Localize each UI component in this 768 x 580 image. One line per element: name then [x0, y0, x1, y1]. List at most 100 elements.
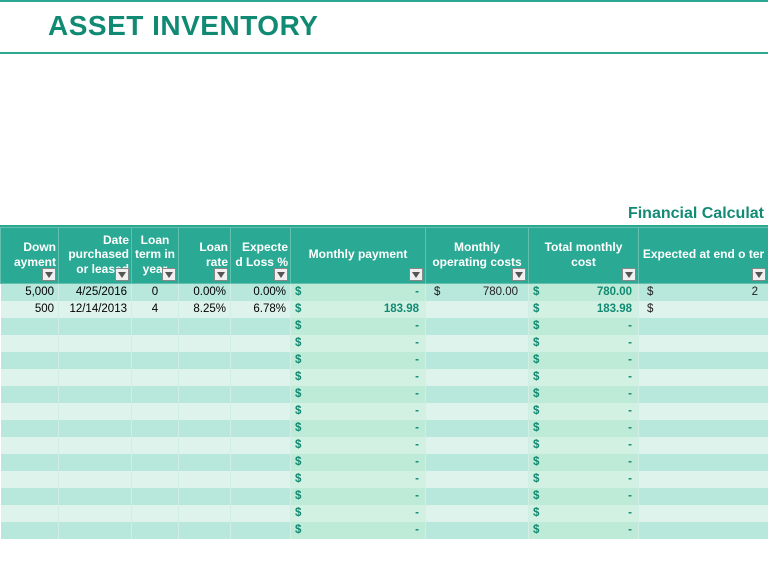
- table-cell[interactable]: $-: [291, 420, 426, 437]
- table-cell[interactable]: [639, 522, 768, 539]
- table-cell[interactable]: [59, 369, 132, 386]
- table-cell[interactable]: [426, 386, 529, 403]
- table-cell[interactable]: [132, 335, 179, 352]
- table-cell[interactable]: [426, 437, 529, 454]
- table-cell[interactable]: [59, 335, 132, 352]
- table-cell[interactable]: [231, 420, 291, 437]
- table-cell[interactable]: [179, 369, 231, 386]
- table-cell[interactable]: $-: [529, 488, 639, 505]
- filter-dropdown-icon[interactable]: [409, 268, 423, 281]
- table-cell[interactable]: $-: [291, 505, 426, 522]
- table-cell[interactable]: $-: [529, 403, 639, 420]
- table-cell[interactable]: $-: [291, 471, 426, 488]
- filter-dropdown-icon[interactable]: [162, 268, 176, 281]
- table-cell[interactable]: [59, 437, 132, 454]
- table-cell[interactable]: [59, 522, 132, 539]
- table-cell[interactable]: $780.00: [529, 284, 639, 301]
- table-cell[interactable]: [1, 352, 59, 369]
- table-cell[interactable]: [132, 403, 179, 420]
- table-cell[interactable]: 4/25/2016: [59, 284, 132, 301]
- table-cell[interactable]: [426, 420, 529, 437]
- table-cell[interactable]: 5,000: [1, 284, 59, 301]
- table-cell[interactable]: [59, 505, 132, 522]
- table-cell[interactable]: [132, 505, 179, 522]
- table-cell[interactable]: $183.98: [291, 301, 426, 318]
- table-cell[interactable]: $-: [529, 352, 639, 369]
- table-cell[interactable]: [1, 403, 59, 420]
- table-cell[interactable]: [132, 369, 179, 386]
- table-cell[interactable]: [639, 352, 768, 369]
- table-cell[interactable]: [231, 386, 291, 403]
- filter-dropdown-icon[interactable]: [274, 268, 288, 281]
- table-cell[interactable]: [639, 437, 768, 454]
- table-cell[interactable]: 8.25%: [179, 301, 231, 318]
- table-cell[interactable]: [179, 454, 231, 471]
- table-cell[interactable]: 0: [132, 284, 179, 301]
- table-cell[interactable]: $: [639, 301, 768, 318]
- table-cell[interactable]: [426, 522, 529, 539]
- table-cell[interactable]: [231, 335, 291, 352]
- table-cell[interactable]: [132, 488, 179, 505]
- table-cell[interactable]: $-: [291, 454, 426, 471]
- table-cell[interactable]: [1, 386, 59, 403]
- table-cell[interactable]: [179, 488, 231, 505]
- table-cell[interactable]: $-: [291, 522, 426, 539]
- table-cell[interactable]: $-: [529, 437, 639, 454]
- table-cell[interactable]: $-: [529, 420, 639, 437]
- table-cell[interactable]: [132, 352, 179, 369]
- table-cell[interactable]: [179, 335, 231, 352]
- table-cell[interactable]: [231, 352, 291, 369]
- table-cell[interactable]: [426, 471, 529, 488]
- table-cell[interactable]: [1, 454, 59, 471]
- table-cell[interactable]: [231, 454, 291, 471]
- filter-dropdown-icon[interactable]: [752, 268, 766, 281]
- table-cell[interactable]: [179, 403, 231, 420]
- table-cell[interactable]: $-: [529, 454, 639, 471]
- table-cell[interactable]: [1, 488, 59, 505]
- table-cell[interactable]: $2: [639, 284, 768, 301]
- table-cell[interactable]: $-: [291, 386, 426, 403]
- table-cell[interactable]: [639, 505, 768, 522]
- table-cell[interactable]: [132, 471, 179, 488]
- table-cell[interactable]: [179, 437, 231, 454]
- table-cell[interactable]: $-: [291, 488, 426, 505]
- table-cell[interactable]: [59, 403, 132, 420]
- table-cell[interactable]: [426, 352, 529, 369]
- table-cell[interactable]: [132, 454, 179, 471]
- table-cell[interactable]: [1, 437, 59, 454]
- table-cell[interactable]: $-: [291, 437, 426, 454]
- table-cell[interactable]: [639, 488, 768, 505]
- table-cell[interactable]: $-: [291, 335, 426, 352]
- table-cell[interactable]: $-: [291, 318, 426, 335]
- table-cell[interactable]: [231, 522, 291, 539]
- table-cell[interactable]: [179, 386, 231, 403]
- table-cell[interactable]: [231, 437, 291, 454]
- table-cell[interactable]: [426, 454, 529, 471]
- table-cell[interactable]: [426, 301, 529, 318]
- filter-dropdown-icon[interactable]: [214, 268, 228, 281]
- filter-dropdown-icon[interactable]: [622, 268, 636, 281]
- table-cell[interactable]: $-: [529, 335, 639, 352]
- table-cell[interactable]: [1, 471, 59, 488]
- table-cell[interactable]: 12/14/2013: [59, 301, 132, 318]
- table-cell[interactable]: [426, 403, 529, 420]
- table-cell[interactable]: [426, 488, 529, 505]
- table-cell[interactable]: 4: [132, 301, 179, 318]
- table-cell[interactable]: [179, 420, 231, 437]
- table-cell[interactable]: [179, 352, 231, 369]
- table-cell[interactable]: $-: [529, 471, 639, 488]
- table-cell[interactable]: [132, 437, 179, 454]
- table-cell[interactable]: 6.78%: [231, 301, 291, 318]
- table-cell[interactable]: [426, 335, 529, 352]
- table-cell[interactable]: $-: [529, 386, 639, 403]
- table-cell[interactable]: [639, 454, 768, 471]
- table-cell[interactable]: [639, 420, 768, 437]
- table-cell[interactable]: $-: [529, 505, 639, 522]
- table-cell[interactable]: [639, 386, 768, 403]
- table-cell[interactable]: [59, 386, 132, 403]
- filter-dropdown-icon[interactable]: [42, 268, 56, 281]
- table-cell[interactable]: $-: [291, 352, 426, 369]
- table-cell[interactable]: [639, 403, 768, 420]
- table-cell[interactable]: [179, 318, 231, 335]
- filter-dropdown-icon[interactable]: [512, 268, 526, 281]
